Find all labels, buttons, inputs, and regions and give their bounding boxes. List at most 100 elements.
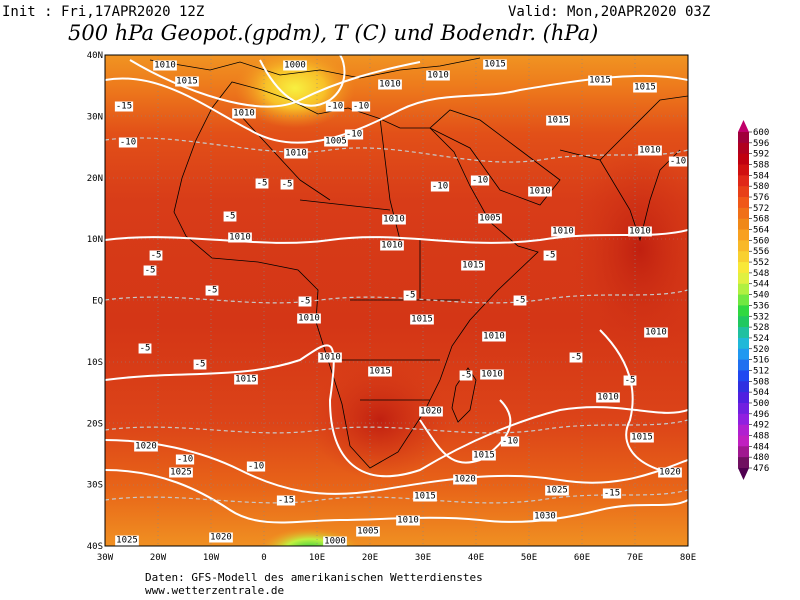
contour-label: 1005: [357, 527, 379, 537]
contour-label: 1025: [116, 536, 138, 546]
colorbar-swatch: [738, 370, 749, 382]
contour-label: 1010: [381, 241, 403, 251]
colorbar-swatch: [738, 272, 749, 285]
colorbar-swatch: [738, 316, 749, 328]
colorbar-label: 584: [753, 171, 769, 181]
label-box: [193, 359, 207, 370]
colorbar-swatch: [738, 359, 749, 371]
colorbar-label: 552: [753, 258, 769, 268]
contour-label: -5: [515, 296, 526, 306]
contour-label: 1010: [229, 233, 251, 243]
label-box: [480, 369, 504, 380]
label-box: [297, 313, 321, 324]
colorbar-label: 508: [753, 377, 769, 387]
contour-label: -10: [120, 138, 136, 148]
contour-label: 1005: [479, 214, 501, 224]
label-box: [638, 145, 662, 156]
label-box: [175, 76, 199, 87]
contour-label: 1015: [235, 375, 257, 385]
label-box: [483, 59, 507, 70]
colorbar-label: 588: [753, 161, 769, 171]
contour-label: -5: [300, 297, 311, 307]
label-box: [623, 375, 637, 386]
colorbar-swatch: [738, 262, 749, 274]
colorbar-label: 548: [753, 269, 769, 279]
colorbar-label: 500: [753, 399, 769, 409]
colorbar-swatch: [738, 294, 749, 306]
label-box: [602, 488, 622, 499]
label-box: [588, 75, 612, 86]
contour-label: 1015: [631, 433, 653, 443]
contour-label: 1015: [484, 60, 506, 70]
contour-label: -5: [545, 251, 556, 261]
label-box: [149, 250, 163, 261]
lon-label: 30W: [97, 553, 114, 563]
lon-label: 60E: [574, 553, 590, 563]
colorbar-swatch: [738, 348, 749, 361]
contour-label: 1015: [473, 451, 495, 461]
colorbar-swatch: [738, 457, 749, 469]
contour-label: 1015: [589, 76, 611, 86]
lat-label: EQ: [92, 297, 103, 307]
contour-label: 1010: [529, 187, 551, 197]
height-field: [260, 528, 360, 546]
colorbar-swatch: [738, 142, 749, 155]
contour-label: -10: [472, 176, 488, 186]
contour-label: -10: [353, 102, 369, 112]
label-box: [143, 265, 157, 276]
colorbar-label: 568: [753, 215, 769, 225]
colorbar-swatch: [738, 402, 749, 415]
contour-labels: 1010 1015 1000 1010 1010 1015 1015 1015 …: [114, 59, 688, 546]
contour-label: -5: [461, 371, 472, 381]
contour-label: 1020: [420, 407, 442, 417]
contour-label: 1025: [546, 486, 568, 496]
label-box: [118, 137, 138, 148]
lat-label: 10N: [87, 235, 103, 245]
colorbar-swatch: [738, 381, 749, 393]
label-box: [513, 295, 527, 306]
colorbar-label: 524: [753, 334, 769, 344]
colorbar-label: 476: [753, 464, 769, 474]
label-box: [453, 474, 477, 485]
colorbar-label: 516: [753, 356, 769, 366]
lon-label: 80E: [680, 553, 696, 563]
footer-source: Daten: GFS-Modell des amerikanischen Wet…: [145, 571, 483, 584]
contour-label: -5: [282, 180, 293, 190]
colorbar-label: 576: [753, 193, 769, 203]
contour-label: -5: [145, 266, 156, 276]
label-box: [276, 495, 296, 506]
lon-label: 70E: [627, 553, 643, 563]
map: 1010 1015 1000 1010 1010 1015 1015 1015 …: [105, 55, 688, 546]
colorbar-label: 596: [753, 139, 769, 149]
contour-label: 1010: [379, 80, 401, 90]
colorbar-label: 580: [753, 182, 769, 192]
label-box: [403, 290, 417, 301]
colorbar-label: 528: [753, 323, 769, 333]
colorbar-label: 512: [753, 366, 769, 376]
contour-label: 1025: [170, 468, 192, 478]
contour-label: 1030: [534, 512, 556, 522]
lon-label: 20W: [150, 553, 167, 563]
label-box: [546, 115, 570, 126]
contour-label: 1010: [397, 516, 419, 526]
label-box: [114, 101, 134, 112]
label-box: [324, 136, 348, 147]
lat-label: 40N: [87, 51, 103, 61]
lat-label: 20S: [87, 419, 103, 429]
colorbar-label: 496: [753, 410, 769, 420]
contour-label: -10: [248, 462, 264, 472]
colorbar-swatch: [738, 175, 749, 187]
label-box: [596, 392, 620, 403]
contour-label: 1010: [319, 353, 341, 363]
label-box: [668, 156, 688, 167]
lon-label: 0: [261, 553, 266, 563]
label-box: [344, 129, 364, 140]
contour-label: -5: [257, 179, 268, 189]
label-box: [472, 450, 496, 461]
contour-label: 1015: [462, 261, 484, 271]
colorbar-swatch: [738, 392, 749, 404]
label-box: [413, 491, 437, 502]
label-box: [382, 214, 406, 225]
colorbar-swatch: [738, 327, 749, 339]
contour-label: 1015: [176, 77, 198, 87]
